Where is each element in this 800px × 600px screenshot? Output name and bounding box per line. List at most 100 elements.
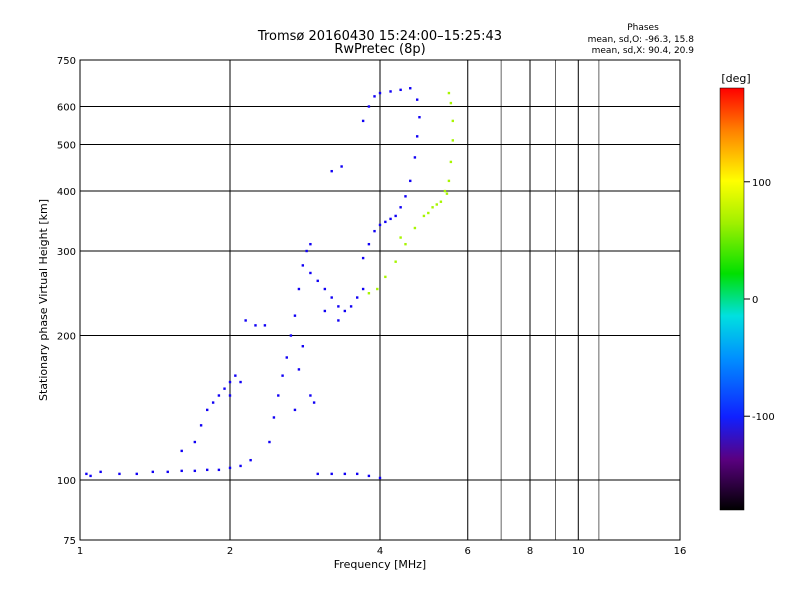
data-point-o — [337, 319, 340, 322]
data-point-o — [199, 424, 203, 427]
data-point-o — [415, 98, 419, 101]
data-point-o — [330, 169, 333, 173]
x-tick-label: 6 — [465, 546, 471, 557]
data-point-x — [451, 119, 455, 123]
data-point-o — [228, 380, 232, 384]
data-point-o — [217, 394, 221, 397]
data-point-o — [409, 87, 412, 90]
data-point-o — [297, 287, 301, 291]
data-point-o — [389, 90, 392, 93]
data-point-o — [316, 279, 319, 283]
data-point-o — [217, 468, 221, 472]
data-point-o — [99, 470, 102, 474]
x-tick-label: 16 — [674, 546, 687, 557]
data-point-o — [378, 476, 382, 480]
data-point-o — [349, 305, 353, 308]
data-point-o — [268, 440, 271, 444]
stats-line-o: mean, sd,O: -96.3, 15.8 — [588, 35, 695, 45]
data-point-o — [355, 296, 359, 299]
data-point-o — [361, 119, 365, 123]
colorbar-tick-label: 0 — [752, 295, 758, 306]
data-point-o — [394, 214, 397, 218]
data-point-o — [293, 408, 297, 412]
data-point-o — [418, 116, 421, 119]
y-tick-label: 200 — [57, 332, 76, 343]
grid — [79, 59, 681, 541]
data-point-x — [431, 206, 434, 209]
data-point-o — [239, 380, 242, 384]
y-tick-label: 500 — [57, 141, 76, 152]
data-point-o — [399, 206, 402, 209]
data-point-o — [384, 220, 387, 224]
y-tick-label: 300 — [57, 247, 76, 258]
data-point-o — [193, 469, 197, 473]
data-point-x — [376, 287, 379, 291]
x-axis-label: Frequency [MHz] — [334, 558, 426, 571]
data-point-o — [340, 165, 343, 168]
data-point-o — [249, 458, 252, 462]
data-point-x — [384, 275, 387, 279]
y-tick-label: 400 — [57, 187, 76, 198]
data-points — [85, 87, 455, 480]
data-point-x — [449, 160, 453, 164]
data-point-o — [373, 229, 376, 233]
chart-subtitle: RwPretec (8p) — [334, 42, 425, 57]
data-point-o — [361, 256, 365, 260]
colorbar — [719, 87, 745, 511]
data-point-o — [378, 223, 382, 227]
data-point-o — [330, 472, 333, 476]
chart-title: Tromsø 20160430 15:24:00–15:25:43 — [257, 29, 502, 44]
data-point-o — [343, 309, 347, 313]
data-point-o — [151, 470, 155, 474]
data-point-o — [277, 394, 280, 397]
data-point-x — [451, 139, 455, 142]
colorbar-ticks: 100 0 -100 — [744, 178, 775, 423]
y-tick-label: 600 — [57, 103, 76, 114]
y-tick-label: 100 — [57, 476, 76, 487]
data-point-o — [337, 305, 340, 308]
data-point-o — [244, 319, 247, 322]
data-point-x — [439, 200, 443, 203]
data-point-x — [394, 260, 397, 263]
x-tick-label: 8 — [527, 546, 533, 557]
data-point-x — [443, 189, 447, 193]
data-point-o — [305, 249, 308, 253]
plot-frame — [79, 59, 681, 541]
data-point-o — [404, 195, 407, 198]
data-point-o — [205, 408, 209, 412]
x-axis: 1 2 4 6 8 10 16 — [77, 546, 687, 557]
data-point-x — [447, 91, 451, 95]
data-point-o — [223, 387, 226, 390]
data-point-o — [89, 474, 92, 478]
data-point-x — [445, 192, 449, 195]
stats-heading: Phases — [627, 23, 659, 33]
data-point-o — [309, 242, 312, 246]
data-point-x — [399, 236, 402, 239]
data-point-o — [281, 374, 284, 377]
data-point-o — [373, 95, 376, 98]
data-point-o — [289, 334, 293, 337]
data-point-x — [422, 214, 426, 218]
data-point-o — [399, 88, 402, 92]
data-point-o — [309, 271, 312, 275]
data-point-o — [309, 394, 312, 397]
colorbar-tick-label: 100 — [752, 178, 771, 189]
data-point-o — [211, 401, 215, 404]
stats-line-x: mean, sd,X: 90.4, 20.9 — [592, 46, 695, 56]
data-point-o — [355, 472, 359, 476]
data-point-o — [361, 287, 365, 291]
data-point-o — [135, 472, 138, 476]
data-point-o — [293, 314, 297, 317]
data-point-o — [297, 368, 301, 371]
data-point-o — [367, 242, 371, 246]
data-point-o — [343, 472, 347, 476]
data-point-x — [413, 226, 417, 230]
data-point-o — [323, 287, 327, 291]
x-tick-label: 1 — [77, 546, 83, 557]
y-axis-label: Stationary phase Virtual Height [km] — [37, 199, 50, 401]
data-point-o — [239, 464, 242, 468]
data-point-o — [263, 324, 267, 327]
y-tick-label: 750 — [57, 56, 76, 67]
data-point-o — [193, 440, 197, 444]
